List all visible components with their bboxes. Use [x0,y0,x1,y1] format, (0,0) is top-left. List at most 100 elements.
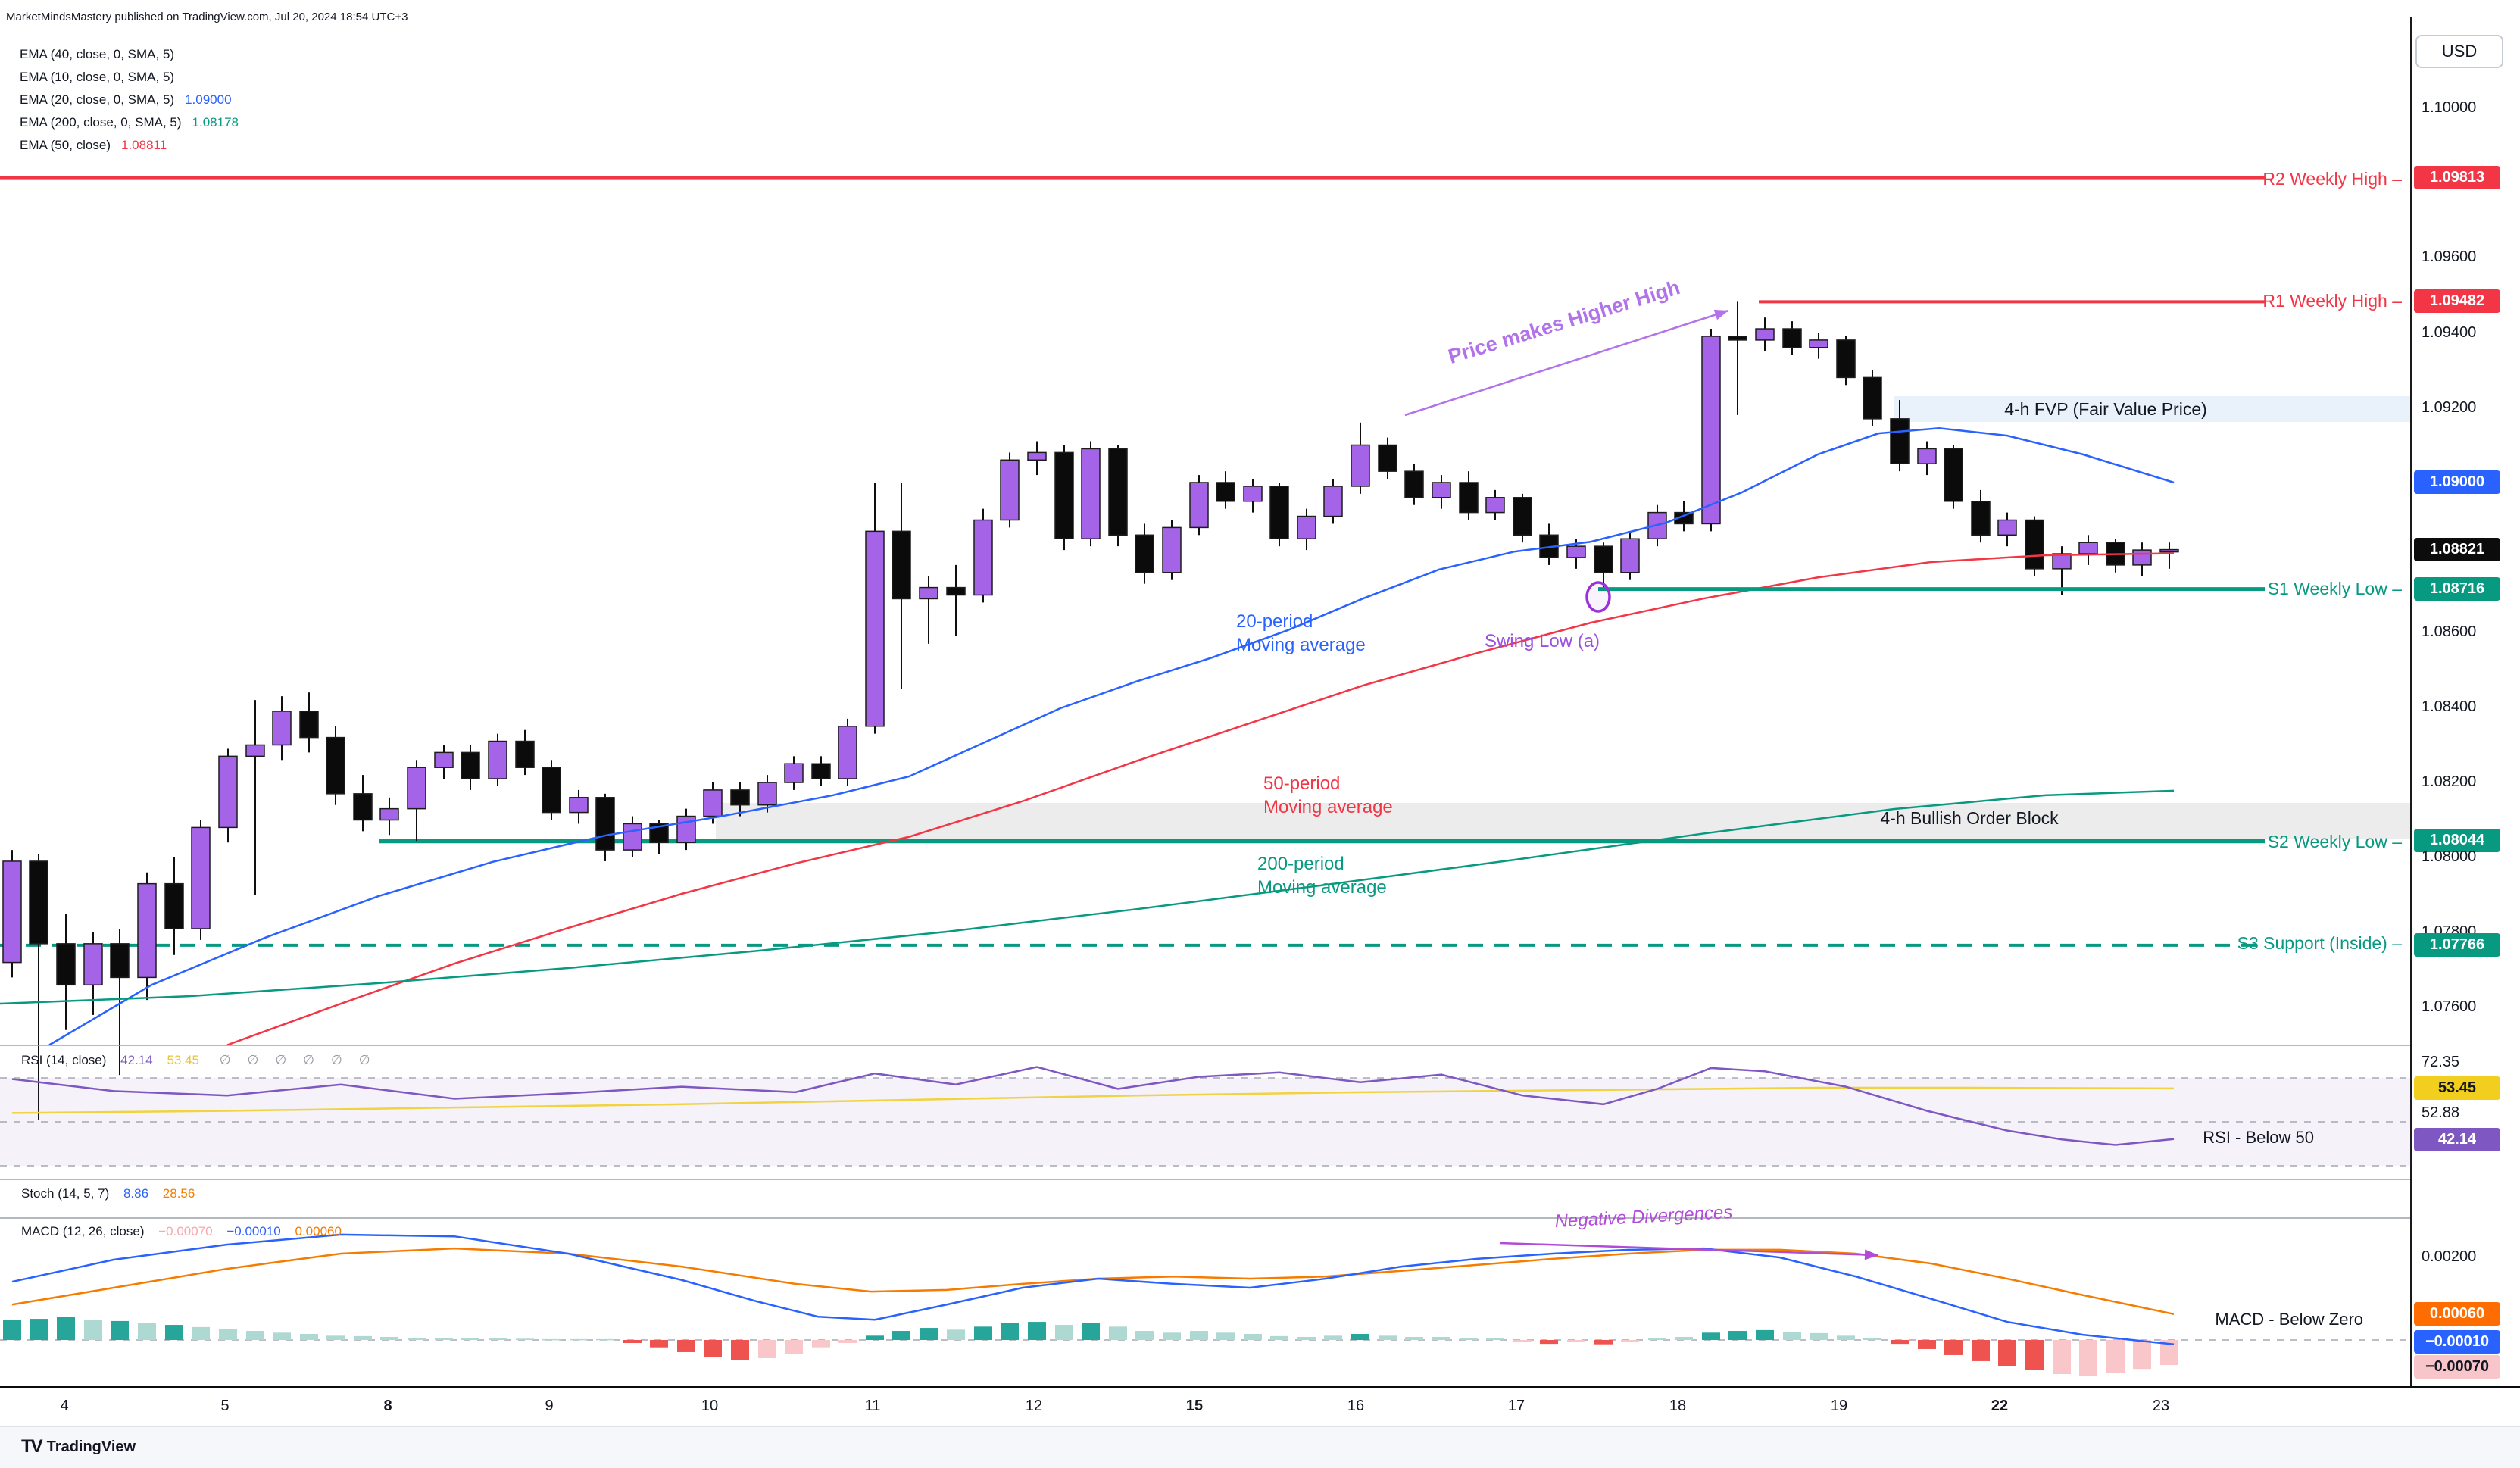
legend-ema-20[interactable]: EMA (20, close, 0, SMA, 5) 1.09000 [20,92,232,112]
annotation-ma20[interactable]: 20-period Moving average [1236,611,1366,655]
macd-histogram-bar [246,1331,264,1340]
legend-ema-40[interactable]: EMA (40, close, 0, SMA, 5) [20,47,174,67]
annotation-rsi-note[interactable]: RSI - Below 50 [2203,1128,2314,1147]
macd-histogram-bar [1594,1340,1613,1345]
macd-histogram-bar [812,1340,830,1348]
annotation-ma50[interactable]: 50-period Moving average [1263,773,1393,817]
legend-label: EMA (40, close, 0, SMA, 5) [20,47,175,61]
currency-button[interactable]: USD [2415,35,2503,68]
candle-down [2025,519,2044,570]
candle-down [1108,448,1128,536]
sr-level-label[interactable]: R2 Weekly High – [2262,169,2402,189]
legend-value: 1.09000 [185,92,232,107]
macd-histogram-bar [408,1338,426,1340]
candle-down [1054,451,1074,540]
macd-signal-line [11,1247,2175,1316]
macd-histogram-bar [2133,1340,2151,1370]
candle-up [1809,339,1828,348]
tradingview-logo-mark: TV [21,1436,43,1457]
macd-histogram-bar [1567,1340,1585,1342]
candle-up [838,726,857,779]
price-axis[interactable]: USD 1.10000 1.09813 1.09600 1.09482 1.09400 1… [2411,17,2520,1426]
annotation-fvp[interactable]: 4-h FVP (Fair Value Price) [2004,399,2207,419]
legend-rsi[interactable]: RSI (14, close) 42.14 53.45 ∅ ∅ ∅ ∅ ∅ ∅ [21,1053,370,1068]
tradingview-logo[interactable]: TV TradingView [21,1436,136,1457]
candle-up [919,586,938,600]
macd-histogram-bar [1728,1331,1747,1340]
legend-macd[interactable]: MACD (12, 26, close) −0.00070 −0.00010 0… [21,1224,342,1239]
macd-histogram-bar [380,1337,398,1340]
candle-down [811,763,831,779]
legend-label: EMA (50, close) [20,138,111,152]
time-axis[interactable]: 4 5 8 9 10 11 12 15 16 17 18 19 22 23 [0,1386,2520,1429]
sr-level-label[interactable]: S1 Weekly Low – [2267,579,2402,598]
candle-down [1513,497,1532,536]
macd-histogram-bar [892,1331,910,1340]
stoch-k-value: 8.86 [123,1186,149,1201]
candle-up [272,711,292,746]
candle-up [1000,459,1020,521]
legend-ema-200[interactable]: EMA (200, close, 0, SMA, 5) 1.08178 [20,115,239,135]
annotation-ma200[interactable]: 200-period Moving average [1257,854,1387,898]
macd-histogram-bar [1028,1322,1046,1340]
candle-up [2078,542,2098,554]
macd-value: −0.00010 [226,1224,281,1238]
candle-up [1755,328,1775,341]
time-axis-label: 15 [1185,1398,1204,1414]
candle-up [488,740,507,779]
candle-up [865,530,885,727]
time-axis-label: 8 [383,1398,392,1414]
axis-price-badge: 0.00060 [2414,1302,2500,1326]
axis-tick-label: 1.09200 [2422,399,2477,416]
macd-histogram-bar [1675,1337,1693,1340]
axis-price-badge: 1.09813 [2414,166,2500,189]
sr-level-label[interactable]: R1 Weekly High – [2262,291,2402,311]
candle-down [1944,448,1963,502]
sr-level-label[interactable]: S2 Weekly Low – [2267,832,2402,851]
macd-histogram-bar [1621,1340,1639,1342]
legend-ema-10[interactable]: EMA (10, close, 0, SMA, 5) [20,70,174,89]
rsi-ma-line [11,1086,2175,1114]
candle-up [245,744,265,757]
macd-histogram-bar [1244,1334,1262,1340]
annotation-higher-high[interactable]: Price makes Higher High [1445,276,1683,368]
publisher-line: MarketMindsMastery published on TradingV… [6,11,408,23]
candle-up [1701,336,1721,525]
legend-stoch[interactable]: Stoch (14, 5, 7) 8.86 28.56 [21,1186,195,1201]
legend-label: MACD (12, 26, close) [21,1224,145,1238]
macd-histogram-bar [1783,1332,1801,1340]
candle-down [1782,328,1802,348]
candle-down [1890,418,1910,464]
legend-ema-50[interactable]: EMA (50, close) 1.08811 [20,138,167,158]
macd-histogram-bar [542,1338,561,1341]
footer: TV TradingView [0,1426,2520,1468]
candle-up [2,860,22,964]
annotation-macd-note[interactable]: MACD - Below Zero [2215,1310,2363,1329]
annotation-divergence[interactable]: Negative Divergences [1554,1201,1733,1232]
candle-up [137,882,157,979]
annotation-swing-low[interactable]: Swing Low (a) [1484,631,1600,651]
axis-tick-label: 1.09600 [2422,248,2477,265]
macd-histogram-bar [1648,1338,1666,1340]
candle-up [676,815,696,843]
macd-histogram-bar [1297,1337,1316,1340]
axis-price-badge: 42.14 [2414,1128,2500,1151]
time-axis-label: 19 [1830,1398,1848,1414]
macd-histogram-bar [1324,1335,1342,1340]
macd-histogram-bar [1270,1335,1288,1340]
legend-label: EMA (200, close, 0, SMA, 5) [20,115,182,130]
macd-histogram-bar [1460,1338,1478,1340]
annotation-order-block[interactable]: 4-h Bullish Order Block [1880,808,2059,828]
stoch-d-value: 28.56 [162,1186,195,1201]
axis-price-badge: 1.08716 [2414,577,2500,601]
sr-level-label[interactable]: S3 Support (Inside) – [2237,933,2402,953]
legend-label: RSI (14, close) [21,1053,107,1067]
macd-histogram-bar [1405,1337,1423,1340]
macd-histogram-bar [866,1335,884,1340]
macd-histogram-bar [947,1329,965,1340]
time-axis-label: 9 [545,1398,554,1414]
candle-down [1135,534,1154,573]
axis-price-badge: 1.08044 [2414,829,2500,852]
macd-histogram-bar [570,1338,588,1341]
